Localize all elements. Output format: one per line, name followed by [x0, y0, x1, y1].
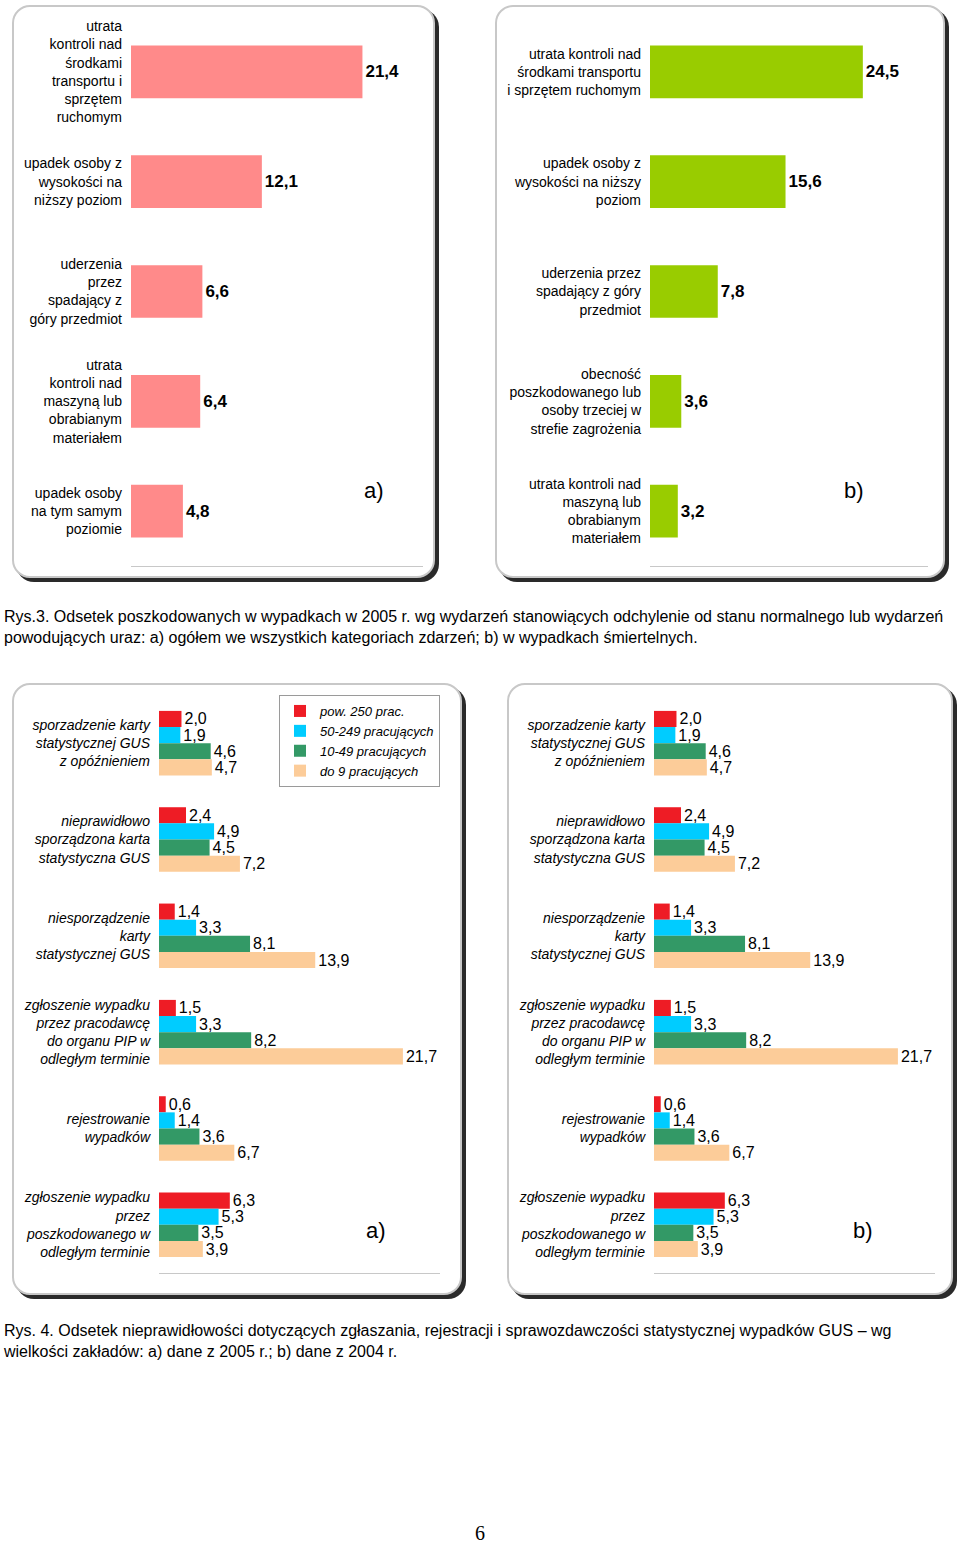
svg-text:obecnośćposzkodowanego lubosob: obecnośćposzkodowanego lubosoby trzeciej… [509, 366, 641, 437]
svg-text:1,5: 1,5 [179, 999, 201, 1016]
svg-text:21,7: 21,7 [406, 1048, 437, 1065]
svg-text:nieprawidłowosporządzona karta: nieprawidłowosporządzona kartastatystycz… [530, 813, 646, 865]
html-text:6: 6 [475, 1522, 485, 1543]
svg-text:a): a) [366, 1218, 386, 1243]
svg-text:rejestrowaniewypadków: rejestrowaniewypadków [562, 1111, 646, 1145]
svg-text:2,0: 2,0 [679, 710, 701, 727]
svg-text:zgłoszenie wypadkuprzezposzkod: zgłoszenie wypadkuprzezposzkodowanego wo… [519, 1189, 646, 1260]
svg-text:sporzadzenie kartystatystyczne: sporzadzenie kartystatystycznej GUSz opó… [32, 717, 151, 769]
svg-text:10-49 pracujących: 10-49 pracujących [320, 744, 426, 759]
svg-text:upadek osobyna tym samympoziom: upadek osobyna tym samympoziomie [31, 485, 122, 537]
svg-text:4,8: 4,8 [186, 502, 210, 521]
svg-text:24,5: 24,5 [866, 62, 899, 81]
svg-text:a): a) [364, 478, 384, 503]
svg-text:0,6: 0,6 [169, 1096, 191, 1113]
svg-text:7,2: 7,2 [243, 855, 265, 872]
svg-text:8,2: 8,2 [749, 1032, 771, 1049]
svg-text:0,6: 0,6 [664, 1096, 686, 1113]
svg-text:6,7: 6,7 [732, 1144, 754, 1161]
svg-text:3,3: 3,3 [694, 919, 716, 936]
svg-text:1,9: 1,9 [678, 727, 700, 744]
svg-text:nieprawidłowosporządzona karta: nieprawidłowosporządzona kartastatystycz… [35, 813, 151, 865]
html-text:Rys. 4. Odsetek nieprawidłowoś: Rys. 4. Odsetek nieprawidłowości dotyczą… [4, 1322, 892, 1360]
svg-text:3,5: 3,5 [201, 1224, 223, 1241]
svg-text:b): b) [853, 1218, 873, 1243]
svg-text:niesporządzeniekartystatystycz: niesporządzeniekartystatystycznej GUS [36, 910, 151, 962]
svg-text:uderzenia przezspadający z gór: uderzenia przezspadający z góryprzedmiot [536, 265, 641, 317]
svg-text:7,2: 7,2 [738, 855, 760, 872]
svg-text:uderzeniaprzezspadający zgóry: uderzeniaprzezspadający zgóry przedmiot [29, 256, 122, 327]
svg-text:pow. 250 prac.: pow. 250 prac. [319, 704, 405, 719]
svg-text:sporzadzenie kartystatystyczne: sporzadzenie kartystatystycznej GUSz opó… [527, 717, 646, 769]
svg-text:2,4: 2,4 [189, 807, 211, 824]
svg-text:8,1: 8,1 [253, 935, 275, 952]
svg-text:3,9: 3,9 [206, 1241, 228, 1258]
svg-text:4,6: 4,6 [709, 743, 731, 760]
svg-text:13,9: 13,9 [318, 952, 349, 969]
svg-text:1,4: 1,4 [178, 903, 200, 920]
svg-text:3,6: 3,6 [697, 1128, 719, 1145]
svg-text:1,9: 1,9 [183, 727, 205, 744]
svg-text:5,3: 5,3 [717, 1208, 739, 1225]
svg-text:8,1: 8,1 [748, 935, 770, 952]
svg-text:21,7: 21,7 [901, 1048, 932, 1065]
svg-text:utratakontroli nadmaszyną lubo: utratakontroli nadmaszyną lubobrabianymm… [43, 357, 122, 446]
svg-text:4,9: 4,9 [217, 823, 239, 840]
svg-text:zgłoszenie wypadkuprzezposzkod: zgłoszenie wypadkuprzezposzkodowanego wo… [24, 1189, 151, 1260]
svg-text:4,5: 4,5 [708, 839, 730, 856]
svg-text:8,2: 8,2 [254, 1032, 276, 1049]
svg-text:utrata kontroli nadśrodkami tr: utrata kontroli nadśrodkami transportui … [507, 46, 641, 98]
svg-text:13,9: 13,9 [813, 952, 844, 969]
svg-text:3,3: 3,3 [199, 919, 221, 936]
svg-text:b): b) [844, 478, 864, 503]
svg-text:6,6: 6,6 [205, 282, 229, 301]
svg-text:5,3: 5,3 [222, 1208, 244, 1225]
svg-text:utratakontroli nadśrodkamitran: utratakontroli nadśrodkamitransportu isp… [50, 18, 123, 125]
svg-text:4,6: 4,6 [214, 743, 236, 760]
svg-text:1,4: 1,4 [178, 1112, 200, 1129]
svg-text:4,7: 4,7 [215, 759, 237, 776]
svg-text:3,6: 3,6 [684, 392, 708, 411]
svg-text:6,7: 6,7 [237, 1144, 259, 1161]
svg-text:rejestrowaniewypadków: rejestrowaniewypadków [67, 1111, 151, 1145]
svg-text:zgłoszenie wypadkuprzez pracod: zgłoszenie wypadkuprzez pracodawcędo org… [24, 997, 151, 1068]
svg-text:3,3: 3,3 [199, 1016, 221, 1033]
svg-text:1,4: 1,4 [673, 1112, 695, 1129]
svg-text:4,9: 4,9 [712, 823, 734, 840]
svg-text:12,1: 12,1 [265, 172, 298, 191]
svg-text:upadek osoby zwysokości na niż: upadek osoby zwysokości na niższypoziom [514, 155, 641, 207]
svg-text:3,2: 3,2 [681, 502, 705, 521]
svg-text:3,6: 3,6 [202, 1128, 224, 1145]
svg-text:4,5: 4,5 [213, 839, 235, 856]
svg-text:niesporządzeniekartystatystycz: niesporządzeniekartystatystycznej GUS [531, 910, 646, 962]
svg-text:6,3: 6,3 [728, 1192, 750, 1209]
svg-text:6,4: 6,4 [203, 392, 227, 411]
svg-text:4,7: 4,7 [710, 759, 732, 776]
svg-text:1,4: 1,4 [673, 903, 695, 920]
svg-text:1,5: 1,5 [674, 999, 696, 1016]
svg-text:2,0: 2,0 [184, 710, 206, 727]
svg-text:do 9 pracujących: do 9 pracujących [320, 764, 418, 779]
svg-text:utrata kontroli nadmaszyną lub: utrata kontroli nadmaszyną lubobrabianym… [529, 476, 641, 547]
svg-text:15,6: 15,6 [789, 172, 822, 191]
svg-text:21,4: 21,4 [365, 62, 399, 81]
svg-text:3,3: 3,3 [694, 1016, 716, 1033]
svg-text:2,4: 2,4 [684, 807, 706, 824]
svg-text:50-249 pracujących: 50-249 pracujących [320, 724, 433, 739]
svg-text:6,3: 6,3 [233, 1192, 255, 1209]
html-text:Rys.3. Odsetek poszkodowanych: Rys.3. Odsetek poszkodowanych w wypadkac… [4, 608, 944, 646]
svg-text:7,8: 7,8 [721, 282, 745, 301]
svg-text:zgłoszenie wypadkuprzez pracod: zgłoszenie wypadkuprzez pracodawcędo org… [519, 997, 646, 1068]
svg-text:3,9: 3,9 [701, 1241, 723, 1258]
svg-text:3,5: 3,5 [696, 1224, 718, 1241]
svg-text:upadek osoby zwysokości naniżs: upadek osoby zwysokości naniższy poziom [24, 155, 122, 207]
